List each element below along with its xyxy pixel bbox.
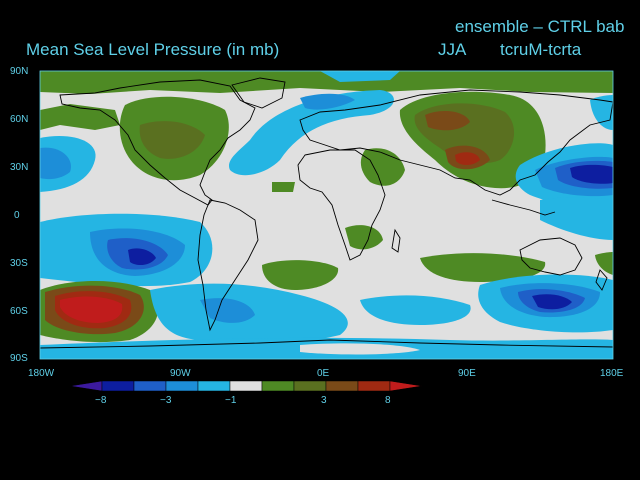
southeast-pacific-high-core [60, 296, 123, 323]
southern-ocean-low-pacific-core [532, 294, 572, 310]
eurasia-coast [299, 89, 613, 196]
maritime-continent-coast [491, 199, 556, 216]
colorbar-swatch-7 [293, 380, 327, 392]
lat-label-90s: 90S [10, 353, 28, 364]
lon-label-0e: 0E [317, 368, 330, 379]
lat-label-30n: 30N [10, 162, 29, 173]
colorbar-label-3: 3 [321, 395, 327, 406]
north-america-high-core [139, 121, 205, 159]
colorbar-swatch-2 [133, 380, 167, 392]
lon-label-180w: 180W [28, 368, 55, 379]
colorbar-label-minus8: −8 [95, 395, 107, 406]
map-plot-area [40, 71, 613, 359]
north-pacific-low-core [40, 147, 71, 180]
coastlines [40, 77, 613, 349]
lat-label-30s: 30S [10, 258, 28, 269]
colorbar-swatch-6 [261, 380, 295, 392]
south-atlantic-high [262, 260, 339, 290]
map-title: Mean Sea Level Pressure (in mb) [26, 40, 280, 59]
lat-label-60n: 60N [10, 114, 29, 125]
lat-label-60s: 60S [10, 306, 28, 317]
greenland-coast [231, 77, 286, 109]
madagascar-coast [391, 228, 401, 253]
north-atlantic-low-core [300, 93, 355, 110]
colorbar-swatch-9 [357, 380, 391, 392]
colorbar-swatch-5 [229, 380, 263, 392]
atlantic-small-high [272, 182, 295, 192]
map-frame [39, 70, 614, 360]
arctic-high-region [40, 71, 613, 94]
lon-label-180e: 180E [600, 368, 624, 379]
colorbar-swatch-8 [325, 380, 359, 392]
southern-ocean-low-atlantic-core [200, 298, 255, 323]
indian-ocean-high [420, 253, 546, 282]
tropical-west-pacific-low [540, 197, 613, 240]
colorbar-label-minus3: −3 [160, 395, 172, 406]
arctic-low-region [320, 71, 400, 82]
lon-label-90e: 90E [458, 368, 476, 379]
colorbar-swatch-3 [165, 380, 199, 392]
north-atlantic-low [229, 90, 394, 176]
lon-label-90w: 90W [170, 368, 191, 379]
colorbar-swatch-1 [101, 380, 135, 392]
lat-label-90n: 90N [10, 66, 29, 77]
africa-coast [297, 149, 386, 261]
colorbar-swatch-4 [197, 380, 231, 392]
experiment-title: ensemble – CTRL bab [455, 17, 625, 36]
antarctic-neutral-patch [300, 343, 420, 355]
tasman-high [595, 252, 613, 275]
west-pacific-low-core [570, 164, 613, 184]
colorbar-label-minus1: −1 [225, 395, 237, 406]
eurasia-high-core-west [425, 110, 470, 131]
colorbar-swatch-10 [389, 380, 423, 392]
lat-label-eq: 0 [14, 210, 20, 221]
colorbar-swatch-0 [69, 380, 103, 392]
antarctica-coast [40, 339, 613, 349]
southern-ocean-low-indian [360, 295, 471, 325]
season-label: JJA [438, 40, 467, 59]
australia-coast [519, 237, 583, 276]
south-pacific-low-core [128, 248, 156, 266]
north-america-coast [59, 79, 256, 206]
eurasia-high-peak [455, 152, 480, 165]
bering-low [590, 95, 613, 130]
colorbar [69, 380, 423, 392]
southern-africa-high [345, 225, 383, 250]
new-zealand-coast [595, 269, 608, 291]
south-america-coast [197, 199, 259, 332]
colorbar-label-8: 8 [385, 395, 391, 406]
variable-label: tcruM-tcrta [500, 40, 582, 59]
